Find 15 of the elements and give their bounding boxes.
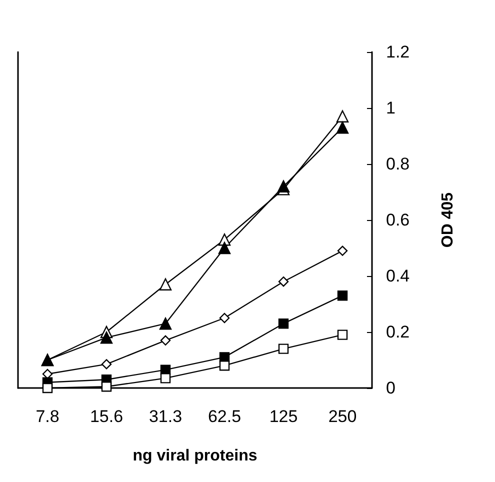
x-tick-label: 31.3: [148, 407, 182, 426]
x-tick-label: 125: [269, 407, 298, 426]
y-tick-label: 1: [386, 98, 396, 118]
y-tick-label: 1.2: [386, 42, 410, 62]
x-tick-label: 15.6: [90, 407, 124, 426]
x-tick-label: 62.5: [208, 407, 242, 426]
y-axis-title: OD 405: [440, 192, 456, 248]
x-tick-label: 250: [328, 407, 357, 426]
y-tick-label: 0: [386, 378, 396, 398]
x-axis-title: ng viral proteins: [132, 448, 258, 464]
y-tick-label: 0.4: [386, 266, 410, 286]
y-tick-label: 0.8: [386, 154, 410, 174]
y-tick-label: 0.6: [386, 210, 410, 230]
y-tick-label: 0.2: [386, 322, 410, 342]
x-tick-label: 7.8: [36, 407, 60, 426]
